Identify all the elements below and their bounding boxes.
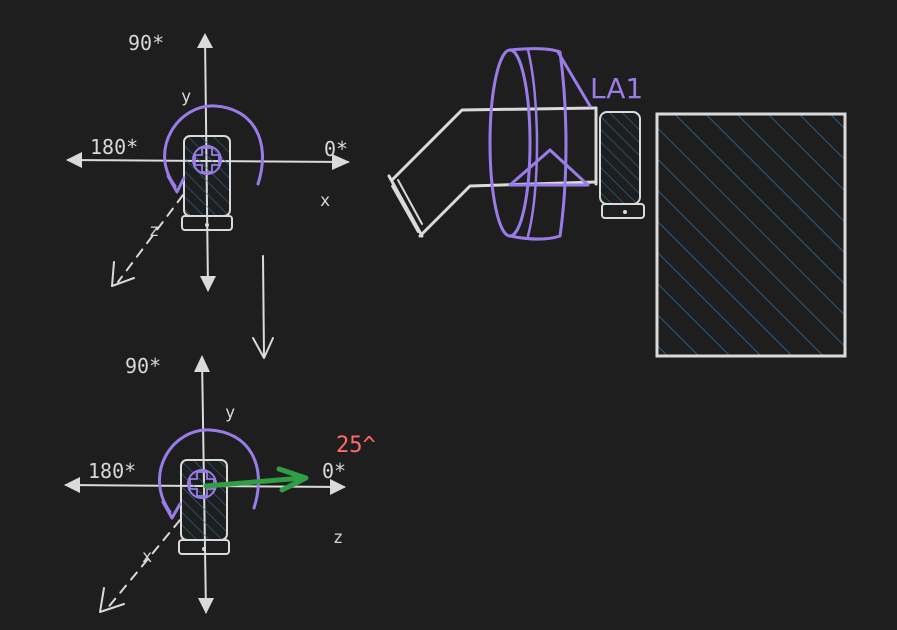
bottom-label-90: 90* [125, 354, 161, 378]
bottom-rotation-arrowhead-icon [161, 500, 182, 520]
bottom-axis-y-label: y [225, 403, 235, 423]
bottom-label-180: 180* [88, 459, 136, 483]
actuator-label: LA1 [590, 72, 643, 105]
top-arrow-up-icon [197, 33, 213, 48]
top-label-0: 0* [324, 137, 348, 161]
transition-arrow [252, 255, 274, 359]
top-servo-body [181, 135, 233, 231]
bottom-servo-body [178, 459, 230, 555]
wheel [488, 47, 592, 241]
vector-arrowhead-icon [276, 466, 309, 493]
top-axis-x-label: x [320, 191, 330, 211]
top-rotation-arc [163, 104, 264, 188]
bottom-axis-x-label: x [142, 547, 152, 567]
angle-label: 25^ [336, 433, 376, 458]
top-arrow-left-icon [66, 152, 82, 168]
top-label-180: 180* [90, 135, 138, 159]
top-axis-y-label: y [181, 87, 191, 107]
bottom-servo-diagram: 90* 180* 0* y x z 25^ [64, 354, 376, 614]
bottom-label-0: 0* [322, 459, 346, 483]
bottom-axis-z-label: z [333, 528, 343, 548]
top-rotation-arrowhead-icon [166, 174, 186, 194]
bottom-rotation-arc [158, 428, 260, 514]
bottom-arrow-down-icon [198, 598, 214, 614]
top-label-90: 90* [128, 31, 164, 55]
bottom-arrow-up-icon [194, 355, 210, 372]
arm-linkage [387, 106, 598, 238]
top-z-axis [111, 194, 184, 287]
top-z-arrowhead-icon [111, 261, 135, 287]
transition-arrowhead-icon [252, 337, 274, 359]
bottom-x-axis [99, 519, 181, 613]
top-arrow-right-icon [332, 154, 350, 170]
bottom-x-arrowhead-icon [99, 587, 125, 613]
top-arrow-down-icon [200, 276, 216, 292]
top-servo-diagram: 90* 180* 0* y x z [66, 31, 350, 292]
small-servo [599, 111, 645, 219]
actuator-assembly: LA1 [387, 47, 847, 358]
hatched-block [655, 112, 847, 358]
bottom-arrow-left-icon [64, 477, 80, 493]
top-axis-z-label: z [149, 221, 159, 241]
rotated-vector [203, 466, 309, 493]
bottom-arrow-right-icon [330, 479, 346, 495]
